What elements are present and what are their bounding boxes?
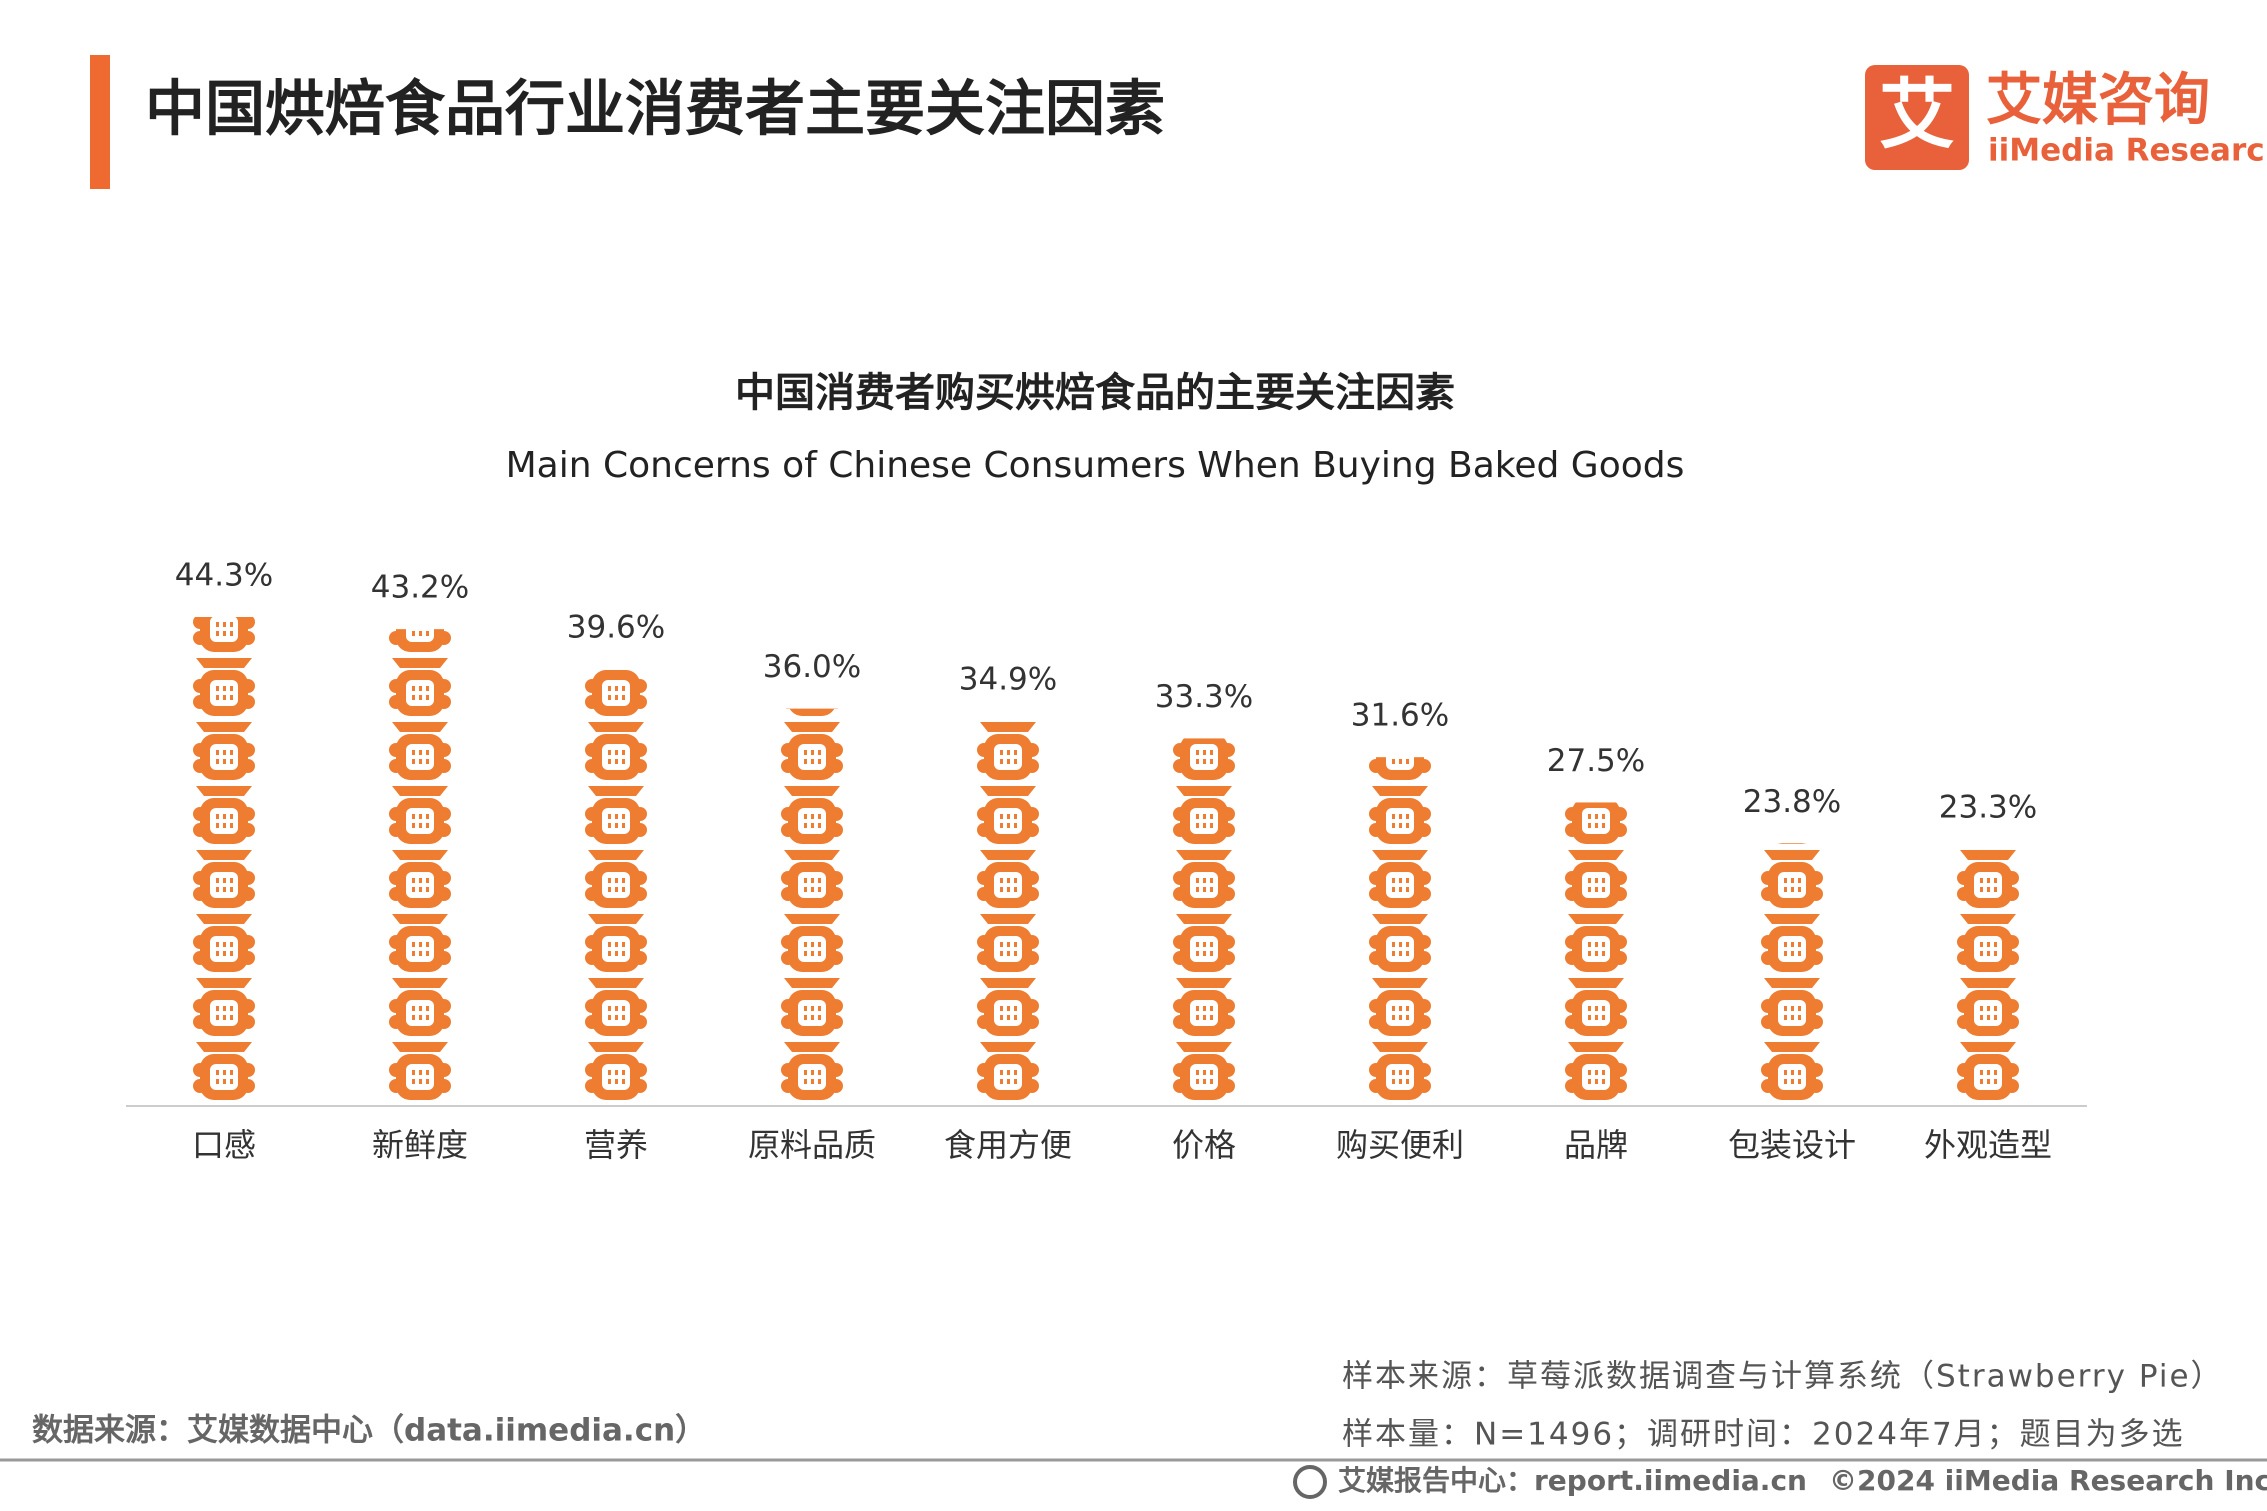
value-label: 23.8% [1743, 784, 1841, 820]
bar [388, 629, 452, 1106]
bar [1172, 738, 1236, 1106]
value-label: 36.0% [763, 649, 861, 685]
bar [584, 668, 648, 1106]
sample-source: 样本来源：草莓派数据调查与计算系统（Strawberry Pie） [1342, 1359, 2224, 1395]
x-tick-label: 外观造型 [1924, 1126, 2052, 1164]
logo-mark: 艾 [1879, 70, 1955, 159]
copyright: ©2024 iiMedia Research Inc [1829, 1464, 2267, 1497]
chart-title: 中国消费者购买烘焙食品的主要关注因素 [735, 370, 1455, 416]
value-label: 33.3% [1155, 679, 1253, 715]
value-label: 43.2% [371, 570, 469, 606]
report-center: 艾媒报告中心：report.iimedia.cn [1338, 1464, 1807, 1497]
x-tick-label: 包装设计 [1728, 1126, 1856, 1164]
value-label: 27.5% [1547, 743, 1645, 779]
logo-box [1865, 65, 1969, 170]
x-tick-label: 原料品质 [748, 1126, 876, 1164]
bar [1760, 843, 1824, 1106]
data-source: 数据来源：艾媒数据中心（data.iimedia.cn） [32, 1413, 706, 1449]
value-label: 31.6% [1351, 698, 1449, 734]
globe-icon [1293, 1465, 1327, 1499]
bar [780, 708, 844, 1106]
x-tick-label: 价格 [1172, 1126, 1236, 1164]
bar [1368, 757, 1432, 1106]
bar [1564, 802, 1628, 1106]
page-title: 中国烘焙食品行业消费者主要关注因素 [145, 75, 1165, 145]
x-tick-label: 食用方便 [944, 1126, 1072, 1164]
x-tick-label: 营养 [584, 1126, 648, 1164]
title-accent [90, 55, 110, 189]
value-label: 44.3% [175, 558, 273, 594]
logo-name: 艾媒咨询 [1986, 68, 2210, 133]
value-label: 34.9% [959, 661, 1057, 697]
bar [976, 720, 1040, 1106]
logo-english: iiMedia Research [1988, 133, 2267, 169]
x-tick-label: 新鲜度 [372, 1126, 468, 1164]
value-label: 23.3% [1939, 789, 2037, 825]
chart-subtitle: Main Concerns of Chinese Consumers When … [506, 445, 1685, 486]
x-tick-label: 品牌 [1564, 1126, 1628, 1164]
bar [1956, 848, 2020, 1106]
x-tick-label: 购买便利 [1336, 1126, 1464, 1164]
x-tick-label: 口感 [192, 1126, 256, 1164]
sample-info: 样本量：N=1496；调研时间：2024年7月；题目为多选 [1342, 1417, 2185, 1453]
value-label: 39.6% [567, 609, 665, 645]
bar [192, 617, 256, 1106]
